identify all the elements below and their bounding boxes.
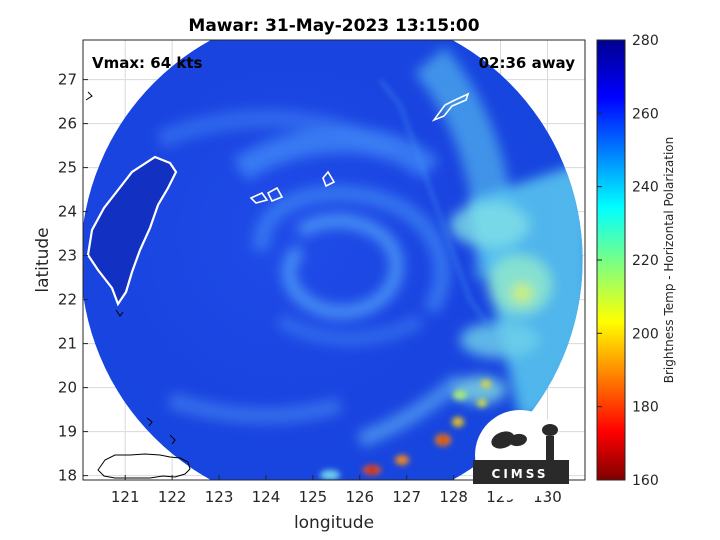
plot-frame (82, 39, 586, 481)
time-away-label: 02:36 away (479, 54, 576, 72)
chart-title: Mawar: 31-May-2023 13:15:00 (188, 16, 479, 36)
rain-cells (320, 380, 491, 480)
colorbar-tick-label: 240 (632, 180, 659, 196)
x-axis-label: longitude (294, 513, 374, 533)
x-tick-label: 123 (205, 488, 234, 506)
cimss-logo: CIMSS (473, 410, 569, 500)
logo-tower-top (542, 424, 558, 436)
colorbar-tick-label: 200 (632, 326, 659, 342)
x-tick-label: 124 (252, 488, 281, 506)
y-tick-label: 27 (58, 71, 77, 89)
logo-text: CIMSS (492, 467, 549, 481)
swath-edge (378, 79, 494, 331)
logo-dish-2 (509, 433, 527, 447)
logo-dish (491, 431, 515, 449)
colorbar-ticks: 160 180 200 220 240 260 280 (597, 33, 659, 489)
coastlines (85, 91, 191, 479)
swath-layer (83, 40, 583, 480)
y-tick-label: 20 (58, 379, 77, 397)
plot-area: 121 122 123 124 125 126 127 128 129 130 181920212… (58, 39, 586, 506)
colorbar-tick-label: 260 (632, 106, 659, 122)
logo-ground (473, 460, 569, 484)
x-tick-label: 128 (439, 488, 468, 506)
colorbar: 160 180 200 220 240 260 280 Brightness Temp - … (596, 33, 676, 489)
x-tick-label: 125 (299, 488, 328, 506)
logo-tower (546, 436, 554, 462)
y-tick-label: 18 (58, 467, 77, 485)
y-tick-label: 19 (58, 423, 77, 441)
y-axis-ticks: 18 19 20 21 22 23 24 25 26 27 (58, 71, 88, 485)
island-outlines (249, 92, 470, 204)
colorbar-label: Brightness Temp - Horizontal Polarizatio… (662, 137, 676, 384)
x-tick-label: 121 (111, 488, 140, 506)
colorbar-tick-label: 180 (632, 400, 659, 416)
colorbar-tick-label: 160 (632, 473, 659, 489)
taiwan-island (86, 155, 178, 307)
colorbar-tick-label: 280 (632, 33, 659, 49)
y-tick-label: 25 (58, 159, 77, 177)
y-tick-label: 21 (58, 335, 77, 353)
y-tick-label: 22 (58, 291, 77, 309)
colorbar-tick-label: 220 (632, 253, 659, 269)
x-tick-label: 126 (345, 488, 374, 506)
eastern-band (450, 160, 583, 420)
vmax-label: Vmax: 64 kts (92, 54, 202, 72)
y-tick-label: 26 (58, 115, 77, 133)
x-tick-label: 122 (158, 488, 187, 506)
y-tick-label: 23 (58, 247, 77, 265)
x-tick-label: 127 (392, 488, 421, 506)
y-tick-label: 24 (58, 203, 77, 221)
y-axis-label: latitude (33, 227, 53, 292)
